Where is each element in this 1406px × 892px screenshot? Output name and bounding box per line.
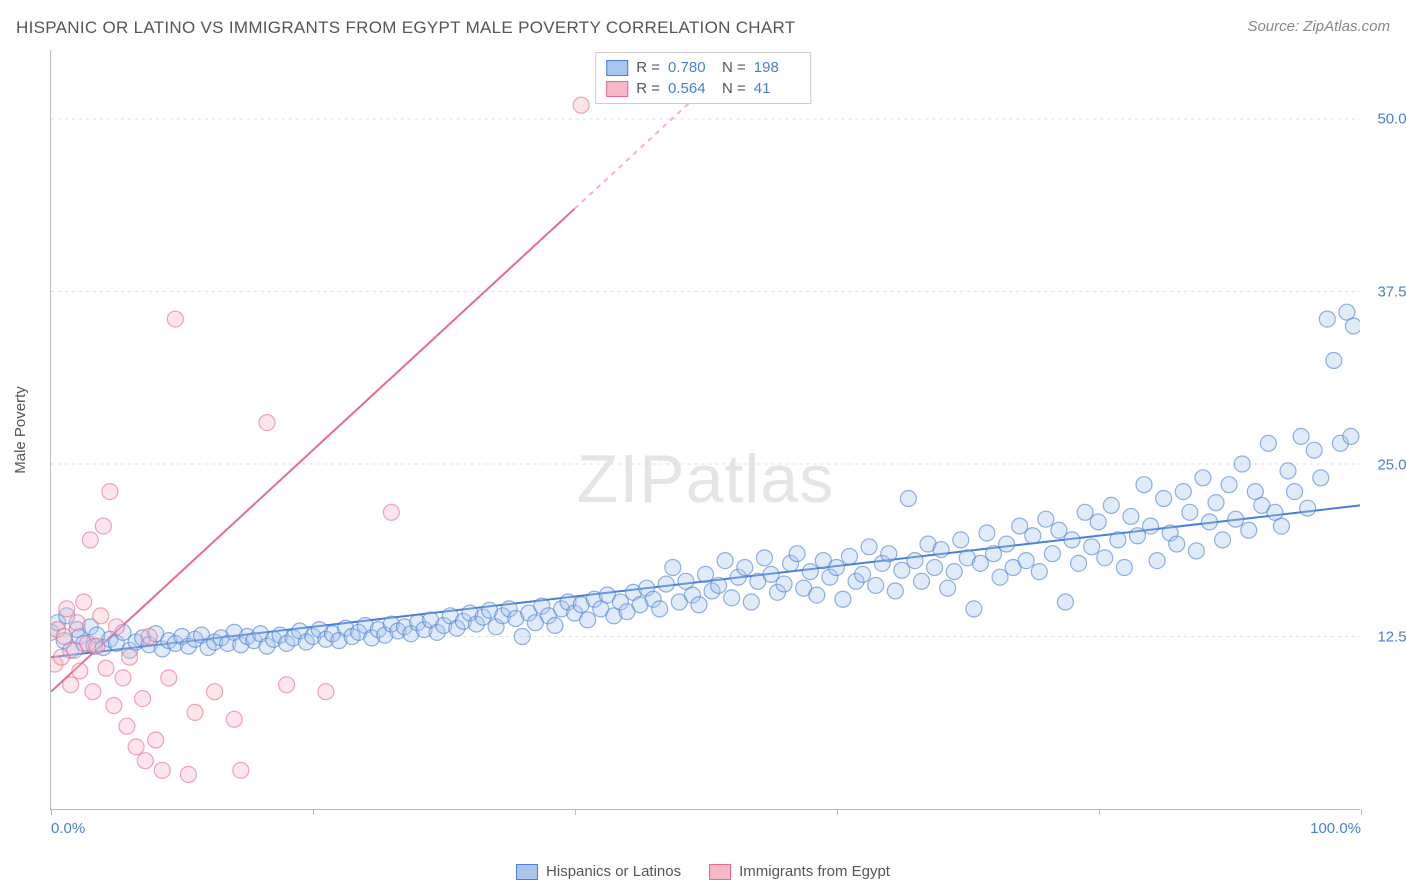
r-value-2: 0.564 (668, 80, 714, 97)
x-tick (1361, 809, 1362, 815)
scatter-plot-svg (51, 50, 1360, 809)
legend-swatch-blue (606, 60, 628, 76)
series-legend: Hispanics or Latinos Immigrants from Egy… (516, 863, 890, 880)
legend-swatch-blue-bottom (516, 864, 538, 880)
correlation-legend: R = 0.780 N = 198 R = 0.564 N = 41 (595, 52, 811, 104)
x-tick-label: 0.0% (51, 820, 85, 837)
legend-label-1: Hispanics or Latinos (546, 863, 681, 880)
legend-item-hispanics: Hispanics or Latinos (516, 863, 681, 880)
legend-row-series1: R = 0.780 N = 198 (606, 57, 800, 78)
chart-header: HISPANIC OR LATINO VS IMMIGRANTS FROM EG… (16, 18, 1390, 38)
x-tick (837, 809, 838, 815)
legend-swatch-pink-bottom (709, 864, 731, 880)
n-value-2: 41 (754, 80, 800, 97)
y-tick-label: 12.5% (1365, 629, 1406, 646)
n-value-1: 198 (754, 59, 800, 76)
y-tick-label: 37.5% (1365, 283, 1406, 300)
x-tick (313, 809, 314, 815)
legend-row-series2: R = 0.564 N = 41 (606, 78, 800, 99)
x-tick (51, 809, 52, 815)
y-tick-label: 25.0% (1365, 456, 1406, 473)
x-tick (575, 809, 576, 815)
y-axis-title: Male Poverty (12, 386, 29, 474)
y-tick-label: 50.0% (1365, 111, 1406, 128)
r-value-1: 0.780 (668, 59, 714, 76)
chart-source: Source: ZipAtlas.com (1247, 18, 1390, 35)
x-tick (1099, 809, 1100, 815)
chart-plot-area: ZIPatlas 12.5%25.0%37.5%50.0% 0.0%100.0% (50, 50, 1360, 810)
legend-swatch-pink (606, 81, 628, 97)
legend-item-egypt: Immigrants from Egypt (709, 863, 890, 880)
legend-label-2: Immigrants from Egypt (739, 863, 890, 880)
x-tick-label: 100.0% (1310, 820, 1361, 837)
chart-title: HISPANIC OR LATINO VS IMMIGRANTS FROM EG… (16, 18, 795, 38)
